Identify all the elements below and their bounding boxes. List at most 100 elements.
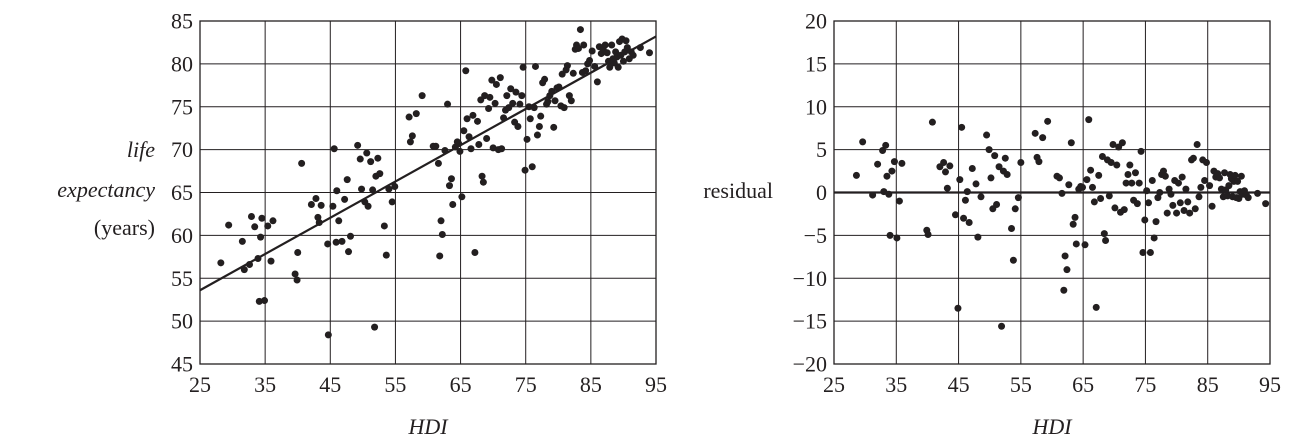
left-data-point (444, 100, 452, 108)
right-data-point (1107, 158, 1115, 166)
right-y-tick-label: 15 (805, 51, 827, 76)
left-y-axis-label-line1: life (127, 137, 155, 162)
left-data-point (436, 252, 444, 260)
right-data-point (1039, 134, 1047, 142)
left-data-point (523, 135, 531, 143)
left-data-point (333, 187, 341, 195)
left-data-point (456, 147, 464, 155)
right-data-point (886, 231, 894, 239)
left-data-point (388, 198, 396, 206)
right-data-point (1128, 179, 1136, 187)
left-data-point (412, 110, 420, 118)
right-data-point (888, 167, 896, 175)
right-x-tick-label: 95 (1259, 372, 1281, 397)
right-data-point (1141, 216, 1149, 224)
right-data-point (1182, 185, 1190, 193)
left-data-point (380, 222, 388, 230)
left-data-point (343, 176, 351, 184)
right-y-tick-label: 20 (805, 9, 827, 34)
left-data-point (498, 145, 506, 153)
right-data-point (874, 160, 882, 168)
right-data-point (1152, 218, 1160, 226)
right-data-point (974, 233, 982, 241)
right-data-point (898, 159, 906, 167)
right-y-tick-label: −5 (804, 223, 827, 248)
left-data-point (580, 41, 588, 49)
left-data-point (324, 331, 332, 339)
left-data-point (560, 104, 568, 112)
right-data-point (995, 163, 1003, 171)
right-data-point (965, 219, 973, 227)
right-data-point (1174, 179, 1182, 187)
left-x-tick-label: 35 (254, 372, 276, 397)
left-data-point (437, 217, 445, 225)
left-y-axis-label-line2: expectancy (57, 177, 155, 202)
left-data-point (492, 80, 500, 88)
left-data-point (260, 297, 268, 305)
right-data-point (1237, 172, 1245, 180)
right-data-point (1014, 194, 1022, 202)
right-data-point (1216, 174, 1224, 182)
left-data-point (354, 141, 362, 149)
right-data-point (879, 146, 887, 154)
right-data-point (1178, 173, 1186, 181)
left-data-point (567, 97, 575, 105)
left-data-point (619, 57, 627, 65)
right-data-point (859, 138, 867, 146)
left-data-point (518, 92, 526, 100)
right-data-point (1061, 252, 1069, 260)
right-data-point (1254, 189, 1262, 197)
right-data-point (951, 211, 959, 219)
left-data-point (645, 49, 653, 57)
left-data-point (486, 93, 494, 101)
left-data-point (363, 149, 371, 157)
left-data-point (291, 270, 299, 278)
left-data-point (312, 195, 320, 203)
left-data-point (478, 172, 486, 180)
left-data-point (533, 131, 541, 139)
right-data-point (1035, 158, 1043, 166)
right-data-point (991, 152, 999, 160)
left-data-point (488, 76, 496, 84)
right-data-point (963, 188, 971, 196)
right-data-point (1081, 241, 1089, 249)
left-data-point (338, 237, 346, 245)
right-data-point (1135, 179, 1143, 187)
left-y-tick-label: 45 (171, 352, 193, 377)
left-data-point (496, 74, 504, 82)
right-data-point (968, 164, 976, 172)
right-data-point (958, 123, 966, 131)
left-data-point (367, 158, 375, 166)
right-data-point (1262, 200, 1270, 208)
right-data-point (1186, 209, 1194, 217)
left-data-point (503, 92, 511, 100)
right-data-point (1058, 189, 1066, 197)
right-data-point (1201, 176, 1209, 184)
right-data-point (977, 193, 985, 201)
right-data-point (1097, 195, 1105, 203)
left-data-point (447, 175, 455, 183)
left-data-point (406, 138, 414, 146)
left-data-point (591, 62, 599, 70)
right-data-point (1139, 249, 1147, 257)
right-y-tick-label: 10 (805, 94, 827, 119)
right-data-point (928, 118, 936, 126)
right-data-point (1060, 286, 1068, 294)
right-y-tick-label: 5 (816, 137, 827, 162)
right-data-point (869, 191, 877, 199)
left-data-point (588, 47, 596, 55)
right-data-point (895, 197, 903, 205)
left-data-point (537, 112, 545, 120)
left-data-point (247, 213, 255, 221)
left-data-point (586, 56, 594, 64)
right-data-point (1234, 177, 1242, 185)
left-data-point (294, 249, 302, 257)
left-data-point (251, 223, 259, 231)
left-data-point (479, 178, 487, 186)
right-data-point (1126, 161, 1134, 169)
left-data-point (593, 78, 601, 86)
left-data-point (563, 62, 571, 70)
left-data-point (449, 201, 457, 209)
left-y-tick-label: 55 (171, 266, 193, 291)
